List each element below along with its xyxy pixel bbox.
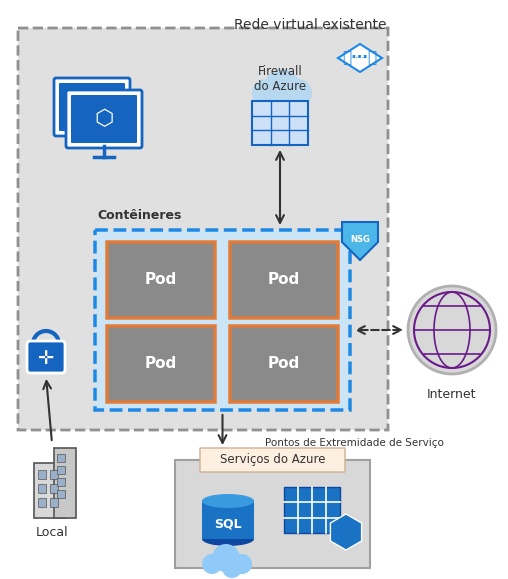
Text: Pod: Pod bbox=[268, 273, 300, 288]
Bar bbox=[38, 498, 46, 507]
FancyBboxPatch shape bbox=[27, 341, 65, 373]
Bar bbox=[57, 454, 65, 462]
Text: Pod: Pod bbox=[145, 357, 177, 372]
Bar bbox=[202, 501, 254, 539]
Text: ✛: ✛ bbox=[38, 349, 54, 368]
Bar bbox=[50, 498, 58, 507]
Bar bbox=[57, 466, 65, 474]
Ellipse shape bbox=[202, 494, 254, 508]
Text: Rede virtual existente: Rede virtual existente bbox=[234, 18, 386, 32]
Text: Local: Local bbox=[36, 526, 68, 539]
Text: Contêineres: Contêineres bbox=[97, 209, 181, 222]
Bar bbox=[54, 448, 76, 518]
Circle shape bbox=[264, 69, 300, 105]
Bar bbox=[252, 101, 308, 145]
FancyBboxPatch shape bbox=[230, 326, 338, 402]
Text: Pod: Pod bbox=[145, 273, 177, 288]
Text: ⬡: ⬡ bbox=[94, 109, 114, 129]
Circle shape bbox=[212, 544, 240, 572]
Text: NSG: NSG bbox=[350, 236, 370, 244]
FancyBboxPatch shape bbox=[66, 90, 142, 148]
Bar bbox=[38, 470, 46, 479]
Text: Internet: Internet bbox=[427, 388, 477, 401]
Circle shape bbox=[284, 79, 312, 107]
Bar bbox=[50, 470, 58, 479]
Circle shape bbox=[260, 75, 304, 119]
Text: Pod: Pod bbox=[268, 357, 300, 372]
Text: 〈···〉: 〈···〉 bbox=[342, 50, 377, 65]
Text: ···: ··· bbox=[355, 53, 365, 63]
Text: Pontos de Extremidade de Serviço: Pontos de Extremidade de Serviço bbox=[265, 438, 444, 448]
FancyBboxPatch shape bbox=[59, 83, 125, 131]
FancyBboxPatch shape bbox=[18, 28, 388, 430]
Text: SQL: SQL bbox=[214, 518, 242, 530]
Ellipse shape bbox=[202, 532, 254, 546]
Polygon shape bbox=[338, 44, 382, 72]
Polygon shape bbox=[342, 222, 378, 260]
Circle shape bbox=[232, 554, 252, 574]
Bar bbox=[34, 463, 66, 518]
Circle shape bbox=[408, 286, 496, 374]
Circle shape bbox=[202, 554, 222, 574]
FancyBboxPatch shape bbox=[200, 448, 345, 472]
FancyBboxPatch shape bbox=[175, 460, 370, 568]
FancyBboxPatch shape bbox=[107, 242, 215, 318]
Circle shape bbox=[252, 79, 280, 107]
FancyBboxPatch shape bbox=[71, 95, 137, 143]
FancyBboxPatch shape bbox=[230, 242, 338, 318]
FancyBboxPatch shape bbox=[107, 326, 215, 402]
Bar bbox=[57, 490, 65, 498]
FancyBboxPatch shape bbox=[54, 78, 130, 136]
Circle shape bbox=[222, 558, 242, 578]
Text: Serviços do Azure: Serviços do Azure bbox=[220, 453, 325, 467]
Bar bbox=[57, 478, 65, 486]
FancyBboxPatch shape bbox=[95, 230, 350, 410]
Bar bbox=[50, 484, 58, 493]
Text: Firewall
do Azure: Firewall do Azure bbox=[254, 65, 306, 93]
Bar bbox=[284, 487, 340, 533]
Bar bbox=[38, 484, 46, 493]
